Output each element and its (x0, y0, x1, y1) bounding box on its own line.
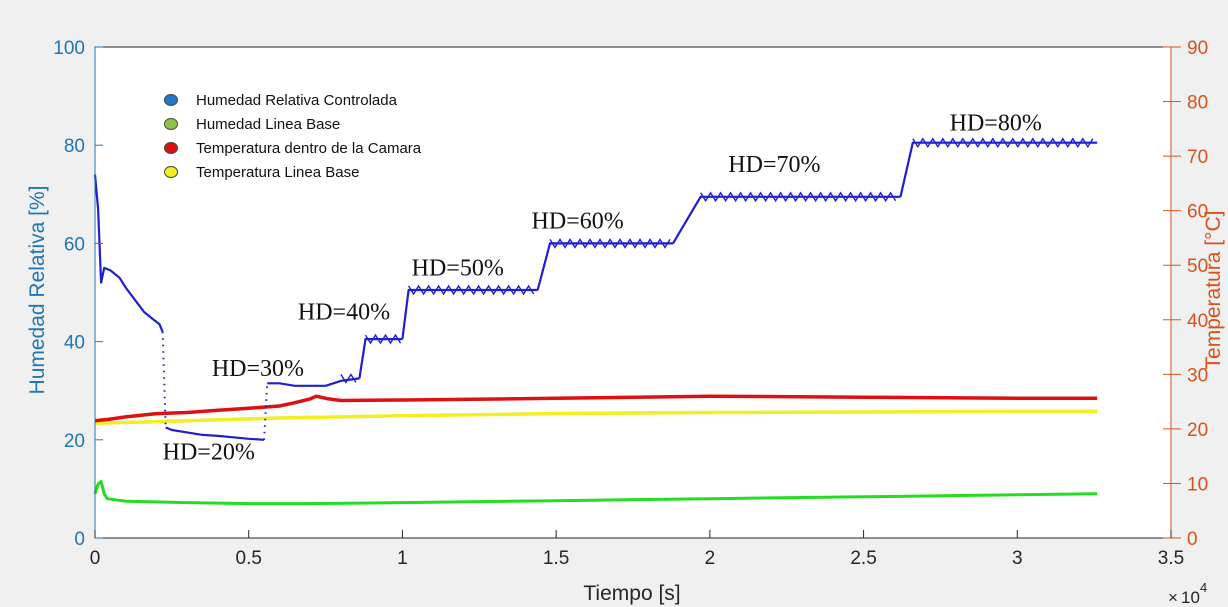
annotation-label: HD=30% (212, 356, 304, 382)
legend-label: Temperatura Linea Base (196, 164, 359, 181)
legend-item: Temperatura Linea Base (164, 164, 359, 181)
y2-axis-label: Temperatura [°C] (1202, 211, 1225, 370)
x-tick-label: 3 (1012, 548, 1023, 569)
x-tick-label: 1 (397, 548, 408, 569)
x-tick-label: 3.5 (1158, 548, 1184, 569)
y2-tick-label: 40 (1187, 311, 1208, 332)
legend-label: Temperatura dentro de la Camara (196, 140, 422, 157)
y2-tick-label: 70 (1187, 147, 1208, 168)
y2-tick-label: 60 (1187, 202, 1208, 223)
y2-tick-label: 50 (1187, 256, 1208, 277)
series-line (358, 338, 403, 379)
legend-items: Humedad Relativa Controlada Humedad Linea… (164, 92, 422, 181)
y-tick-label: 100 (53, 38, 85, 59)
legend-box (147, 84, 426, 194)
x-exponent-multiplier: × (1168, 588, 1178, 607)
legend: Humedad Relativa Controlada Humedad Linea… (147, 84, 426, 194)
series-0 (93, 137, 1098, 441)
x-tick-label: 0.5 (236, 548, 262, 569)
y-tick-label: 0 (74, 529, 85, 550)
legend-marker (164, 94, 178, 106)
y2-tick-label: 80 (1187, 93, 1208, 114)
legend-label: Humedad Linea Base (196, 116, 340, 133)
x-exponent-power: 4 (1200, 580, 1207, 595)
series-oscillation (364, 333, 402, 345)
series-oscillation (340, 373, 357, 384)
x-tick-label: 0 (90, 548, 101, 569)
series-oscillation (408, 284, 535, 296)
y-axis-label: Humedad Relativa [%] (26, 186, 49, 395)
annotation-label: HD=60% (532, 209, 624, 235)
y2-tick-label: 0 (1187, 529, 1198, 550)
series-line (94, 394, 1098, 423)
y2-tick-label: 30 (1187, 365, 1208, 386)
x-axis-label: Tiempo [s] (583, 582, 680, 605)
series-line (94, 409, 1098, 426)
y2-tick-label: 90 (1187, 38, 1208, 59)
series-3 (94, 409, 1098, 426)
legend-item: Humedad Relativa Controlada (164, 92, 398, 109)
annotation-label: HD=70% (728, 152, 820, 178)
legend-item: Temperatura dentro de la Camara (164, 140, 422, 157)
series-1 (93, 480, 1098, 506)
y-tick-label: 20 (64, 431, 85, 452)
series-oscillation (700, 191, 897, 203)
y-tick-label: 40 (64, 333, 85, 354)
y2-tick-label: 20 (1187, 420, 1208, 441)
series-line (401, 288, 538, 340)
series-line (93, 174, 164, 333)
series-line (93, 480, 1098, 506)
x-tick-label: 1.5 (543, 548, 569, 569)
x-exponent: × 10 4 (1168, 580, 1207, 607)
x-tick-label: 2.5 (850, 548, 876, 569)
series-line (267, 377, 360, 387)
series-2 (94, 394, 1098, 423)
x-tick-label: 2 (705, 548, 716, 569)
annotation-label: HD=80% (950, 110, 1042, 136)
y-tick-label: 80 (64, 136, 85, 157)
annotation-label: HD=40% (298, 300, 390, 326)
legend-marker (164, 166, 178, 178)
annotation-label: HD=50% (412, 255, 504, 281)
y-tick-label: 60 (64, 234, 85, 255)
annotation-layer: HD=20% HD=30% HD=40% HD=50% HD=60% HD=70% HD=8… (163, 110, 1042, 465)
legend-marker (164, 118, 178, 130)
series-oscillation (549, 238, 671, 249)
series-line (165, 426, 265, 441)
series-oscillation (912, 137, 1094, 149)
annotation-label: HD=20% (163, 439, 255, 465)
x-exponent-base: 10 (1181, 588, 1200, 607)
series-layer (93, 137, 1098, 506)
axes-layer: 0 20 40 60 80 100 0 10 20 30 40 50 60 70 80 90 0 0.5 1 1.5 2… (53, 38, 1208, 569)
y2-tick-label: 10 (1187, 474, 1208, 495)
legend-marker (164, 142, 178, 154)
legend-label: Humedad Relativa Controlada (196, 92, 398, 109)
legend-item: Humedad Linea Base (164, 116, 340, 133)
